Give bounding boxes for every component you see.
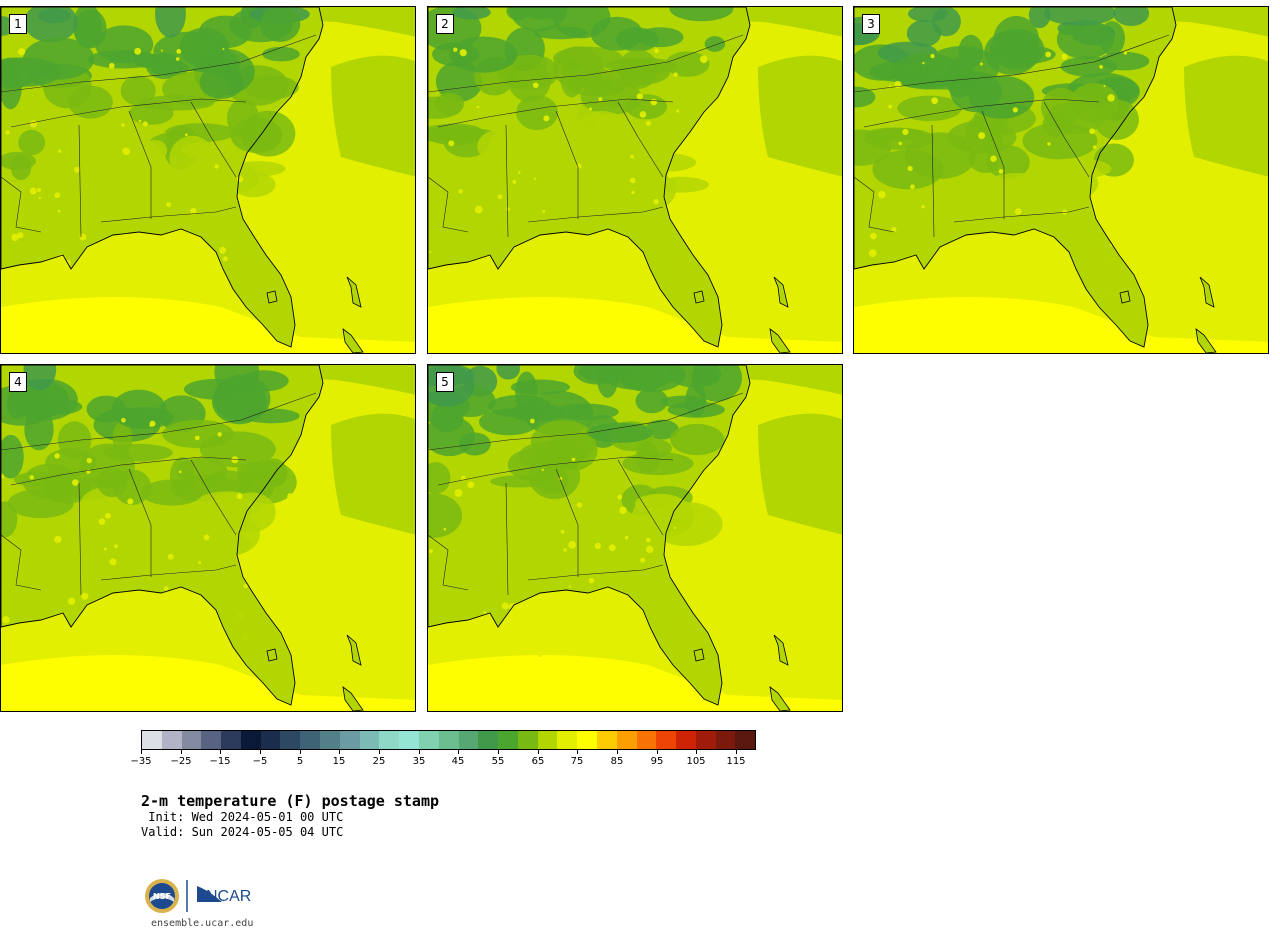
colorbar-tick-label: −25 — [170, 756, 192, 767]
colorbar-tick-label: −5 — [252, 756, 268, 767]
temperature-map — [1, 7, 415, 353]
colorbar-swatch — [142, 731, 162, 749]
nsf-ncar-logo: NSF NCAR — [145, 879, 251, 913]
colorbar-tick — [300, 750, 301, 754]
colorbar-tick-label: 5 — [296, 756, 304, 767]
colorbar-tick — [696, 750, 697, 754]
ensemble-member-panel: 4 — [0, 364, 416, 712]
colorbar-tick-label: 95 — [650, 756, 664, 767]
ensemble-member-panel: 2 — [427, 6, 843, 354]
colorbar-swatch — [161, 731, 182, 749]
plot-title: 2-m temperature (F) postage stamp — [141, 792, 440, 810]
colorbar-tick-label: 115 — [726, 756, 746, 767]
colorbar-swatch — [478, 731, 499, 749]
colorbar-swatch — [300, 731, 321, 749]
colorbar-swatch — [676, 731, 696, 749]
colorbar-tick-label: −15 — [209, 756, 231, 767]
colorbar-ticks: −35 −25 −15 −5 5 15 25 35 45 55 65 75 85 95 105 115 — [130, 750, 756, 770]
colorbar-swatch — [320, 731, 340, 749]
ensemble-member-panel: 3 — [853, 6, 1269, 354]
colorbar-tick — [538, 750, 539, 754]
colorbar-swatch — [221, 731, 241, 749]
colorbar-swatch — [458, 731, 479, 749]
colorbar-tick — [458, 750, 459, 754]
colorbar-swatch — [517, 731, 538, 749]
colorbar-swatch — [715, 731, 736, 749]
colorbar-swatch — [656, 731, 677, 749]
nsf-seal-icon: NSF — [145, 879, 179, 913]
colorbar-tick-label: 25 — [372, 756, 386, 767]
colorbar-tick — [617, 750, 618, 754]
member-number-label: 4 — [9, 372, 27, 392]
colorbar-tick — [419, 750, 420, 754]
temperature-map — [1, 365, 415, 711]
colorbar-tick — [498, 750, 499, 754]
ensemble-member-panel: 1 — [0, 6, 416, 354]
svg-text:NSF: NSF — [153, 892, 171, 901]
colorbar-tick-label: 65 — [531, 756, 545, 767]
colorbar-swatch — [577, 731, 597, 749]
colorbar-tick — [260, 750, 261, 754]
valid-time: Valid: Sun 2024-05-05 04 UTC — [141, 825, 344, 839]
colorbar-tick — [736, 750, 737, 754]
colorbar-swatch — [537, 731, 558, 749]
colorbar-tick — [339, 750, 340, 754]
temperature-map — [854, 7, 1268, 353]
colorbar-swatch — [399, 731, 419, 749]
member-number-label: 1 — [9, 14, 27, 34]
ensemble-member-panel: 5 — [427, 364, 843, 712]
init-time: Init: Wed 2024-05-01 00 UTC — [141, 810, 344, 824]
colorbar-swatch — [636, 731, 657, 749]
colorbar-swatch — [339, 731, 360, 749]
colorbar-tick — [141, 750, 142, 754]
colorbar-swatch — [695, 731, 716, 749]
colorbar-swatch — [379, 731, 400, 749]
colorbar-tick — [220, 750, 221, 754]
colorbar-tick — [577, 750, 578, 754]
colorbar-tick-label: 75 — [570, 756, 584, 767]
site-url: ensemble.ucar.edu — [151, 918, 254, 929]
colorbar-swatch — [181, 731, 202, 749]
colorbar-swatch — [260, 731, 281, 749]
colorbar-tick — [181, 750, 182, 754]
colorbar-swatch — [557, 731, 578, 749]
colorbar-tick-label: 55 — [491, 756, 505, 767]
colorbar-swatch — [596, 731, 617, 749]
colorbar-tick-label: 85 — [610, 756, 624, 767]
colorbar-swatch — [616, 731, 637, 749]
colorbar-swatch — [240, 731, 261, 749]
colorbar-tick-label: 105 — [686, 756, 706, 767]
colorbar-swatch — [359, 731, 380, 749]
colorbar-swatch — [201, 731, 222, 749]
member-number-label: 5 — [436, 372, 454, 392]
temperature-map — [428, 7, 842, 353]
colorbar-tick-label: 35 — [412, 756, 426, 767]
colorbar-swatch — [498, 731, 518, 749]
colorbar-swatch — [735, 731, 756, 749]
colorbar-tick — [379, 750, 380, 754]
temperature-colorbar — [141, 730, 756, 750]
ncar-wordmark-icon: NCAR — [197, 884, 251, 905]
colorbar-tick-label: 15 — [332, 756, 346, 767]
colorbar-tick — [657, 750, 658, 754]
member-number-label: 2 — [436, 14, 454, 34]
colorbar-tick-label: −35 — [130, 756, 152, 767]
colorbar-swatch — [418, 731, 439, 749]
temperature-map — [428, 365, 842, 711]
colorbar-swatch — [280, 731, 301, 749]
member-number-label: 3 — [862, 14, 880, 34]
colorbar-tick-label: 45 — [451, 756, 465, 767]
colorbar-swatch — [438, 731, 459, 749]
svg-text:NCAR: NCAR — [206, 888, 251, 905]
